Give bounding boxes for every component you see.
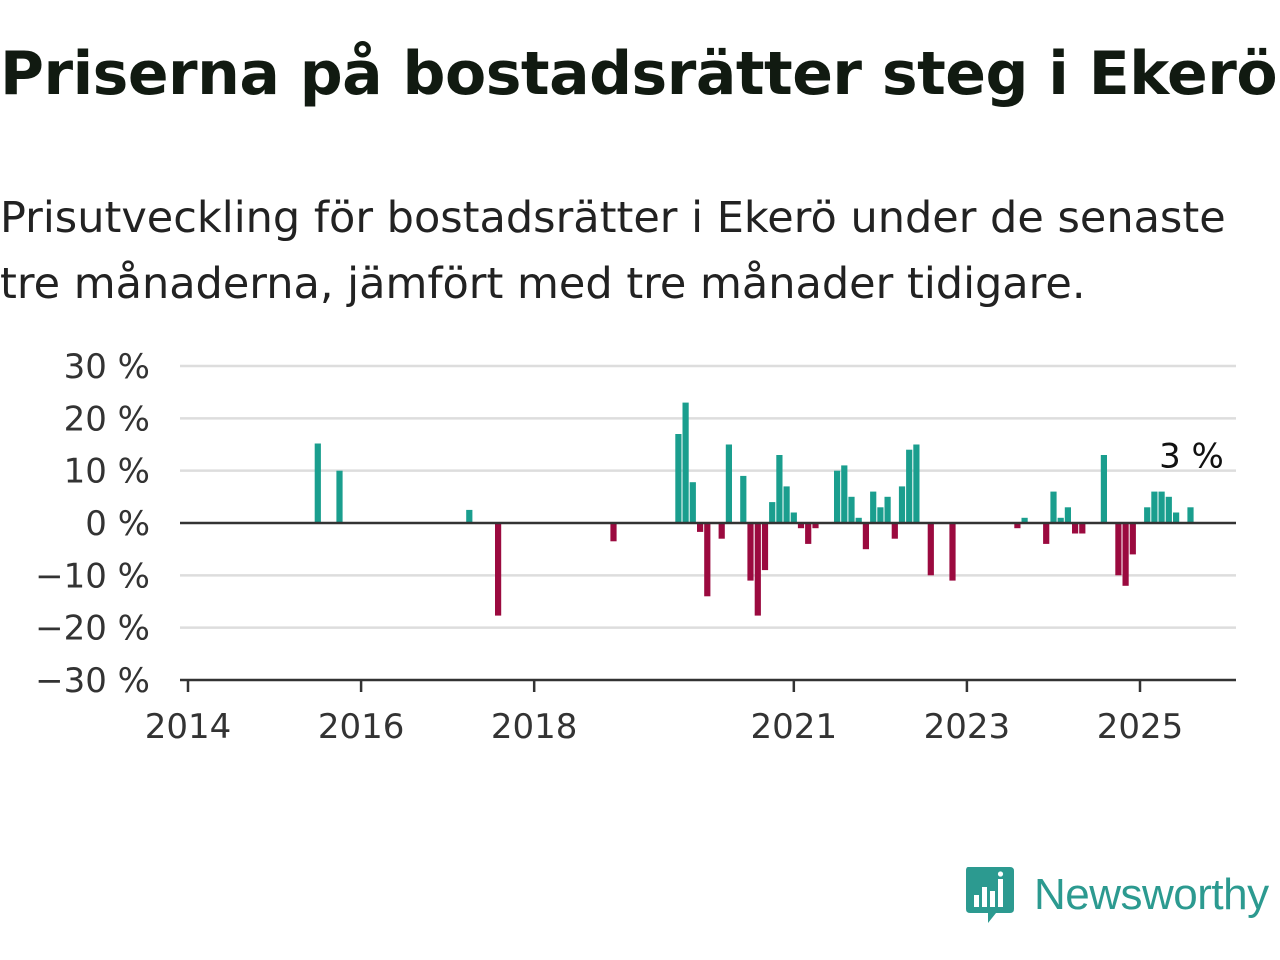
newsworthy-logo-icon [966, 867, 1014, 923]
latest-value-label: 3 % [1159, 436, 1224, 476]
bar-2021-02 [797, 523, 805, 529]
bar-2024-05 [1079, 523, 1086, 534]
y-tick-label: −10 % [35, 556, 150, 596]
gridlines [180, 364, 1236, 629]
bar-2024-08 [1100, 455, 1107, 523]
axes [180, 521, 1236, 692]
y-tick-label: 0 % [85, 504, 150, 544]
bar-2020-10 [769, 502, 776, 523]
y-tick-label: −20 % [35, 609, 150, 649]
bar-2023-09 [1021, 517, 1028, 523]
x-tick-label: 2021 [751, 707, 838, 740]
bar-2025-08 [1187, 507, 1194, 523]
bar-2021-01 [790, 512, 797, 523]
x-tick-label: 2014 [145, 707, 232, 740]
bar-2022-04 [898, 486, 906, 523]
bar-2022-01 [877, 507, 884, 523]
bar-2020-06 [740, 475, 747, 523]
bar-2019-11 [689, 482, 696, 523]
bar-2024-12 [1129, 523, 1136, 555]
y-tick-label: 20 % [64, 399, 150, 439]
bar-2020-01 [704, 523, 711, 597]
bar-2025-06 [1173, 512, 1180, 523]
bar-2017-08 [495, 523, 502, 616]
bar-2015-07 [314, 443, 321, 523]
bar-2020-04 [725, 444, 732, 523]
chart-subtitle: Prisutveckling för bostadsrätter i Ekerö… [0, 193, 1226, 309]
bar-2020-09 [761, 523, 769, 571]
bar-2024-01 [1050, 491, 1057, 523]
bar-2025-05 [1165, 496, 1172, 523]
x-tick-label: 2018 [491, 707, 578, 740]
y-tick-label: −30 % [35, 661, 150, 701]
y-tick-label: 10 % [64, 452, 150, 492]
bar-2023-12 [1043, 523, 1050, 544]
bars [314, 402, 1194, 616]
bar-chart: 30 %20 %10 %0 %−10 %−20 %−30 % 2014 2016 2… [35, 347, 1236, 740]
bar-2019-09 [675, 434, 682, 523]
bar-2025-04 [1158, 491, 1165, 523]
bar-2021-10 [855, 517, 862, 523]
chart-title: Priserna på bostadsrätter steg i Ekerö [0, 39, 1278, 109]
bar-2024-02 [1057, 517, 1064, 523]
bar-2024-10 [1115, 523, 1122, 576]
bar-2021-11 [862, 523, 869, 550]
bar-2025-02 [1144, 507, 1151, 523]
bar-2020-12 [783, 486, 790, 523]
bar-2024-03 [1064, 507, 1071, 523]
x-tick-label: 2025 [1097, 707, 1184, 740]
bar-2017-04 [466, 509, 473, 523]
newsworthy-logo[interactable]: Newsworthy [964, 865, 1269, 925]
bar-2015-10 [336, 470, 343, 523]
bar-2022-11 [949, 523, 956, 581]
bar-2020-03 [718, 523, 725, 539]
bar-2024-04 [1072, 523, 1079, 534]
bar-2020-11 [776, 455, 783, 523]
bar-2025-03 [1151, 491, 1158, 523]
y-axis-labels: 30 % 20 % 10 % 0 % −10 % −20 % −30 % [35, 347, 150, 701]
x-tick-label: 2023 [924, 707, 1011, 740]
bar-2021-09 [848, 496, 855, 523]
bar-2022-06 [913, 444, 920, 523]
bar-2021-12 [870, 491, 877, 523]
bar-2024-11 [1122, 523, 1129, 586]
bar-2019-10 [682, 402, 689, 523]
bar-2021-03 [805, 523, 812, 544]
bar-2018-12 [610, 523, 617, 542]
bar-2021-04 [812, 523, 819, 529]
x-tick-label: 2016 [318, 707, 405, 740]
bar-2022-03 [891, 523, 898, 539]
bar-2021-08 [841, 465, 848, 523]
bar-2020-07 [747, 523, 754, 581]
bar-2021-07 [834, 470, 841, 523]
x-axis-labels: 2014 2016 2018 2021 2023 2025 [145, 707, 1184, 740]
bar-2019-12 [697, 523, 704, 532]
bar-2022-08 [927, 523, 934, 576]
bar-2022-05 [906, 449, 913, 523]
bar-2023-08 [1014, 523, 1021, 529]
bar-2022-02 [884, 496, 891, 523]
annotations: 3 % [1159, 436, 1224, 476]
y-tick-label: 30 % [64, 347, 150, 387]
brand-name: Newsworthy [1034, 870, 1269, 919]
bar-2020-08 [754, 523, 761, 616]
